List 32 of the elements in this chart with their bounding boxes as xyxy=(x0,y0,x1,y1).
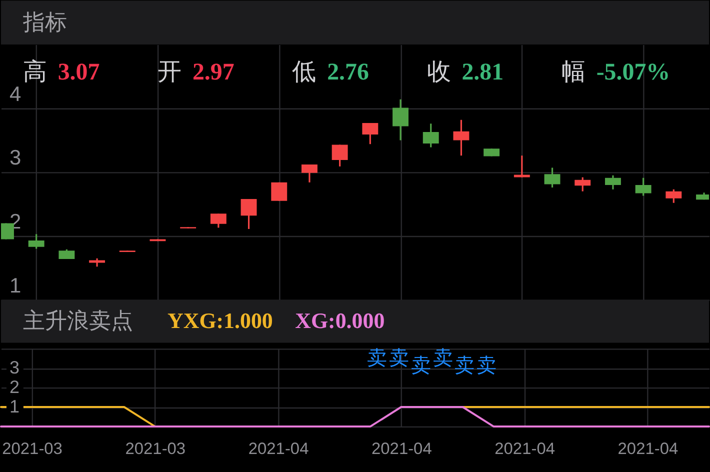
annotation: 幅 xyxy=(561,58,586,86)
y-tick-label: 1 xyxy=(9,396,20,417)
annotation: 卖 xyxy=(476,355,497,378)
x-tick-label: 2021-04 xyxy=(372,440,432,458)
annotation: 卖 xyxy=(366,348,387,370)
annotation: -5.07% xyxy=(596,59,670,86)
annotation: 卖 xyxy=(410,355,431,378)
annotation: 开 xyxy=(158,58,182,86)
y-tick-label: 4 xyxy=(9,82,22,106)
y-tick-label: 2 xyxy=(9,377,20,398)
chart-title: 主升浪卖点 xyxy=(22,308,133,334)
x-tick-label: 2021-04 xyxy=(248,440,309,458)
annotation: 卖 xyxy=(388,348,409,370)
annotation: 收 xyxy=(426,58,451,86)
text: YXG:1.000 xyxy=(168,308,273,334)
annotation: 2.76 xyxy=(327,59,369,86)
annotation: 2.81 xyxy=(462,59,504,86)
x-tick-label: 2021-04 xyxy=(494,440,555,458)
annotation: 卖 xyxy=(454,355,475,378)
y-tick-label: 3 xyxy=(9,358,20,378)
chart-title: 指标 xyxy=(22,10,67,35)
x-tick-label: 2021-03 xyxy=(2,440,62,458)
annotation: 卖 xyxy=(432,348,453,370)
annotation: 低 xyxy=(292,58,316,86)
y-tick-label: 3 xyxy=(9,146,22,170)
annotation: 3.07 xyxy=(58,59,100,86)
annotation: 2.97 xyxy=(192,59,234,86)
annotation: 高 xyxy=(22,58,47,86)
x-tick-label: 2021-03 xyxy=(125,440,186,458)
text: XG:0.000 xyxy=(295,308,385,334)
x-tick-label: 2021-04 xyxy=(618,440,678,458)
y-tick-label: 1 xyxy=(9,274,22,298)
